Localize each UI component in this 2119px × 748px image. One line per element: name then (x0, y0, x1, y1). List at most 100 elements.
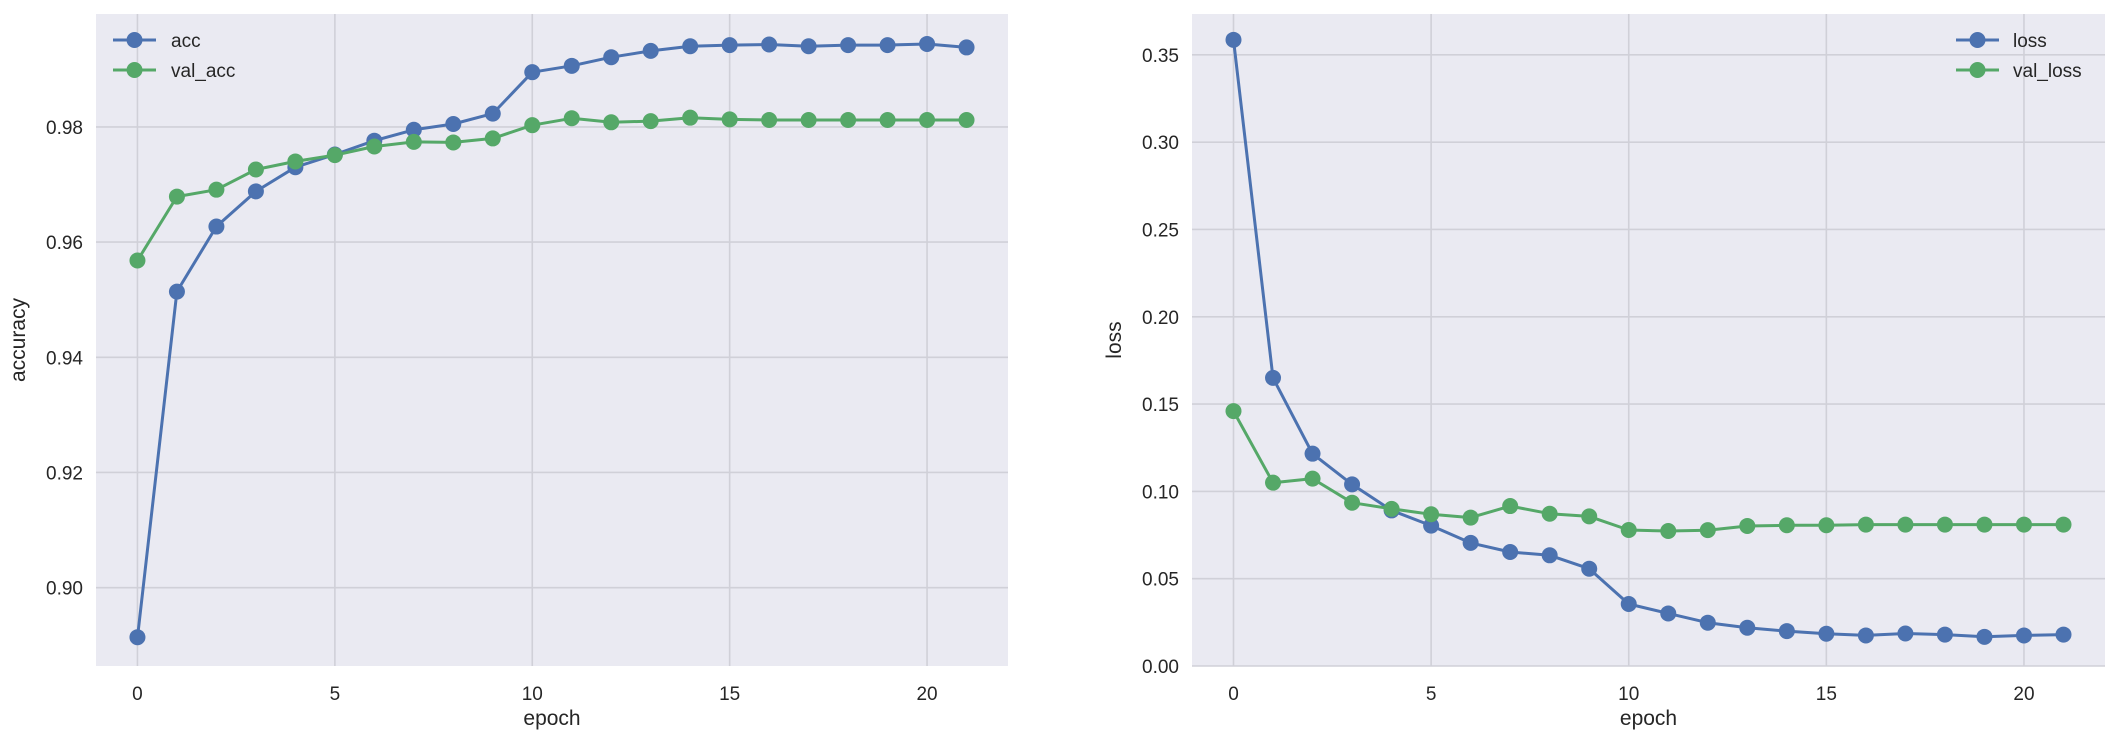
data-point-val-loss (1778, 517, 1795, 534)
x-tick-label: 15 (719, 684, 740, 705)
data-point-val-loss (1462, 509, 1479, 526)
accuracy-series (129, 35, 975, 646)
data-point-acc (563, 57, 580, 74)
accuracy-y-axis-label: accuracy (7, 297, 30, 382)
data-point-loss (1304, 445, 1321, 462)
data-point-val-acc (800, 111, 817, 128)
loss-x-axis-label: epoch (1620, 707, 1677, 730)
legend-label-loss: loss (2013, 31, 2047, 52)
data-point-loss (2015, 627, 2032, 644)
data-point-loss (1502, 543, 1519, 560)
data-point-val-loss (1265, 474, 1282, 491)
data-point-val-acc (958, 111, 975, 128)
y-tick-label: 0.05 (1142, 570, 1179, 591)
data-point-val-loss (1976, 516, 1993, 533)
data-point-acc (682, 38, 699, 55)
y-tick-label: 0.30 (1142, 133, 1179, 154)
legend-dot-icon (1969, 62, 1986, 78)
data-point-acc (247, 183, 264, 200)
legend-item-val-loss: val_loss (1956, 61, 2082, 82)
data-point-val-acc (524, 117, 541, 134)
loss-y-tick-labels: 0.00 0.05 0.10 0.15 0.20 0.25 0.30 0.35 (1142, 46, 1179, 678)
legend-label-acc: acc (171, 31, 201, 52)
data-point-acc (642, 42, 659, 59)
legend-dot-icon (1969, 32, 1986, 48)
data-point-val-acc (326, 147, 343, 164)
data-point-val-loss (2015, 516, 2032, 533)
y-tick-label: 0.20 (1142, 308, 1179, 329)
y-tick-label: 0.15 (1142, 395, 1179, 416)
data-point-loss (1344, 476, 1361, 493)
data-point-val-acc (208, 181, 225, 198)
data-point-loss (1660, 605, 1677, 622)
data-point-acc (919, 35, 936, 52)
data-point-val-acc (168, 188, 185, 205)
accuracy-legend: acc val_acc (113, 31, 235, 82)
loss-gridlines (1192, 14, 2105, 667)
loss-chart: 0 5 10 15 20 0.00 0.05 0.10 0.15 0.20 0.25 0.30 0.3… (1103, 14, 2105, 730)
data-point-loss (1541, 547, 1558, 564)
data-point-val-loss (1660, 523, 1677, 540)
data-point-acc (405, 121, 422, 138)
data-point-loss (1778, 623, 1795, 640)
data-point-acc (484, 105, 501, 122)
data-point-val-acc (761, 111, 778, 128)
y-tick-label: 0.98 (46, 118, 83, 139)
x-tick-label: 10 (1618, 684, 1639, 705)
data-point-acc (168, 283, 185, 300)
loss-plot-area (1192, 14, 2105, 666)
data-point-val-loss (1423, 506, 1440, 523)
data-point-val-loss (1383, 500, 1400, 517)
accuracy-x-axis-label: epoch (523, 707, 580, 730)
data-point-val-loss (1502, 498, 1519, 515)
legend-item-val-acc: val_acc (113, 61, 235, 82)
x-tick-label: 15 (1816, 684, 1837, 705)
data-point-loss (1818, 625, 1835, 642)
data-point-loss (1976, 628, 1993, 645)
accuracy-plot-area (96, 14, 1008, 666)
legend-dot-icon (126, 32, 143, 48)
data-point-acc (524, 64, 541, 81)
data-point-val-loss (1739, 517, 1756, 534)
data-point-loss (1462, 534, 1479, 551)
data-point-val-acc (445, 134, 462, 151)
y-tick-label: 0.96 (46, 233, 83, 254)
data-point-acc (800, 38, 817, 55)
data-point-val-loss (1818, 517, 1835, 534)
series-line-val-acc (136, 116, 967, 262)
data-point-acc (840, 37, 857, 54)
loss-y-axis-label: loss (1103, 321, 1126, 358)
data-point-val-acc (366, 138, 383, 155)
y-tick-label: 0.94 (46, 348, 83, 369)
accuracy-y-tick-labels: 0.90 0.92 0.94 0.96 0.98 (46, 118, 83, 600)
x-tick-label: 0 (132, 684, 143, 705)
x-tick-label: 5 (1426, 684, 1437, 705)
data-point-val-acc (484, 130, 501, 147)
data-point-acc (761, 36, 778, 53)
data-point-val-acc (840, 111, 857, 128)
accuracy-x-tick-labels: 0 5 10 15 20 (132, 684, 937, 705)
x-tick-label: 20 (2013, 684, 2034, 705)
data-point-acc (445, 116, 462, 133)
data-point-val-acc (721, 111, 738, 128)
y-tick-label: 0.35 (1142, 46, 1179, 67)
data-point-val-loss (1857, 516, 1874, 533)
data-point-val-acc (247, 161, 264, 178)
legend-label-val-acc: val_acc (171, 61, 235, 82)
series-line-loss (1232, 39, 2064, 639)
data-point-loss (1620, 596, 1637, 613)
accuracy-chart: 0 5 10 15 20 0.90 0.92 0.94 0.96 0.98 epoch accu… (7, 14, 1008, 730)
data-point-val-acc (603, 114, 620, 131)
data-point-loss (1225, 31, 1242, 48)
data-point-loss (1739, 619, 1756, 636)
x-tick-label: 20 (916, 684, 937, 705)
data-point-acc (603, 49, 620, 66)
data-point-val-acc (129, 252, 146, 269)
legend-item-loss: loss (1956, 31, 2047, 52)
data-point-val-loss (1699, 522, 1716, 539)
data-point-val-loss (1897, 516, 1914, 533)
data-point-acc (879, 37, 896, 54)
data-point-loss (1699, 614, 1716, 631)
data-point-loss (1581, 560, 1598, 577)
